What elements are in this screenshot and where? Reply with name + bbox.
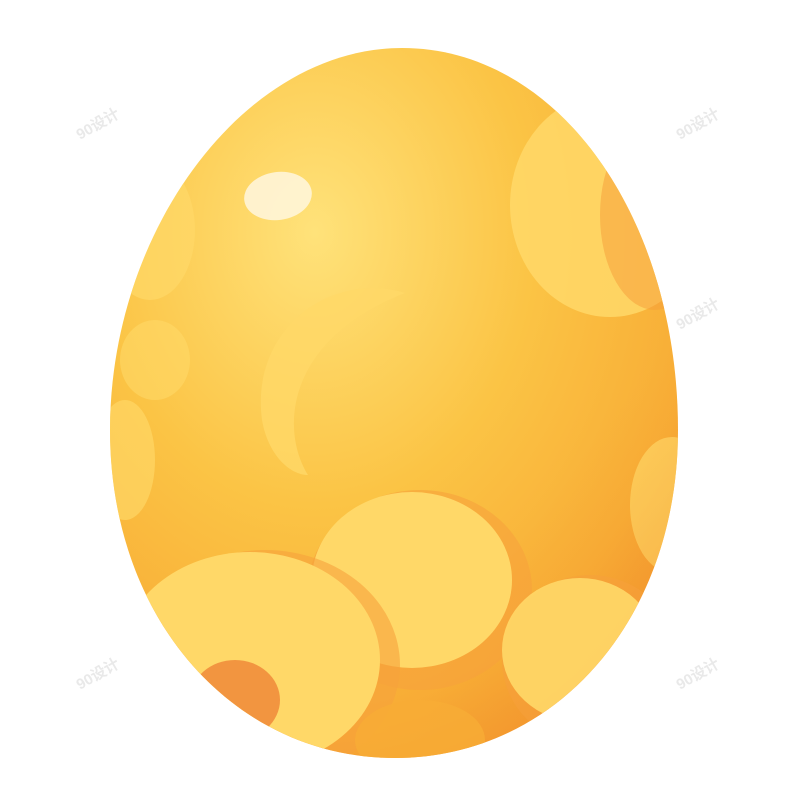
watermark: 90设计 bbox=[73, 105, 122, 144]
egg-spot bbox=[355, 700, 485, 758]
watermark: 90设计 bbox=[73, 655, 122, 694]
egg-spot bbox=[120, 552, 380, 758]
egg-spot bbox=[190, 660, 280, 740]
watermark: 90设计 bbox=[673, 655, 722, 694]
watermark: 90设计 bbox=[673, 105, 722, 144]
egg-spot bbox=[502, 578, 658, 722]
egg-spots bbox=[110, 48, 678, 758]
egg-shine bbox=[244, 171, 312, 221]
watermark: 90设计 bbox=[673, 295, 722, 334]
